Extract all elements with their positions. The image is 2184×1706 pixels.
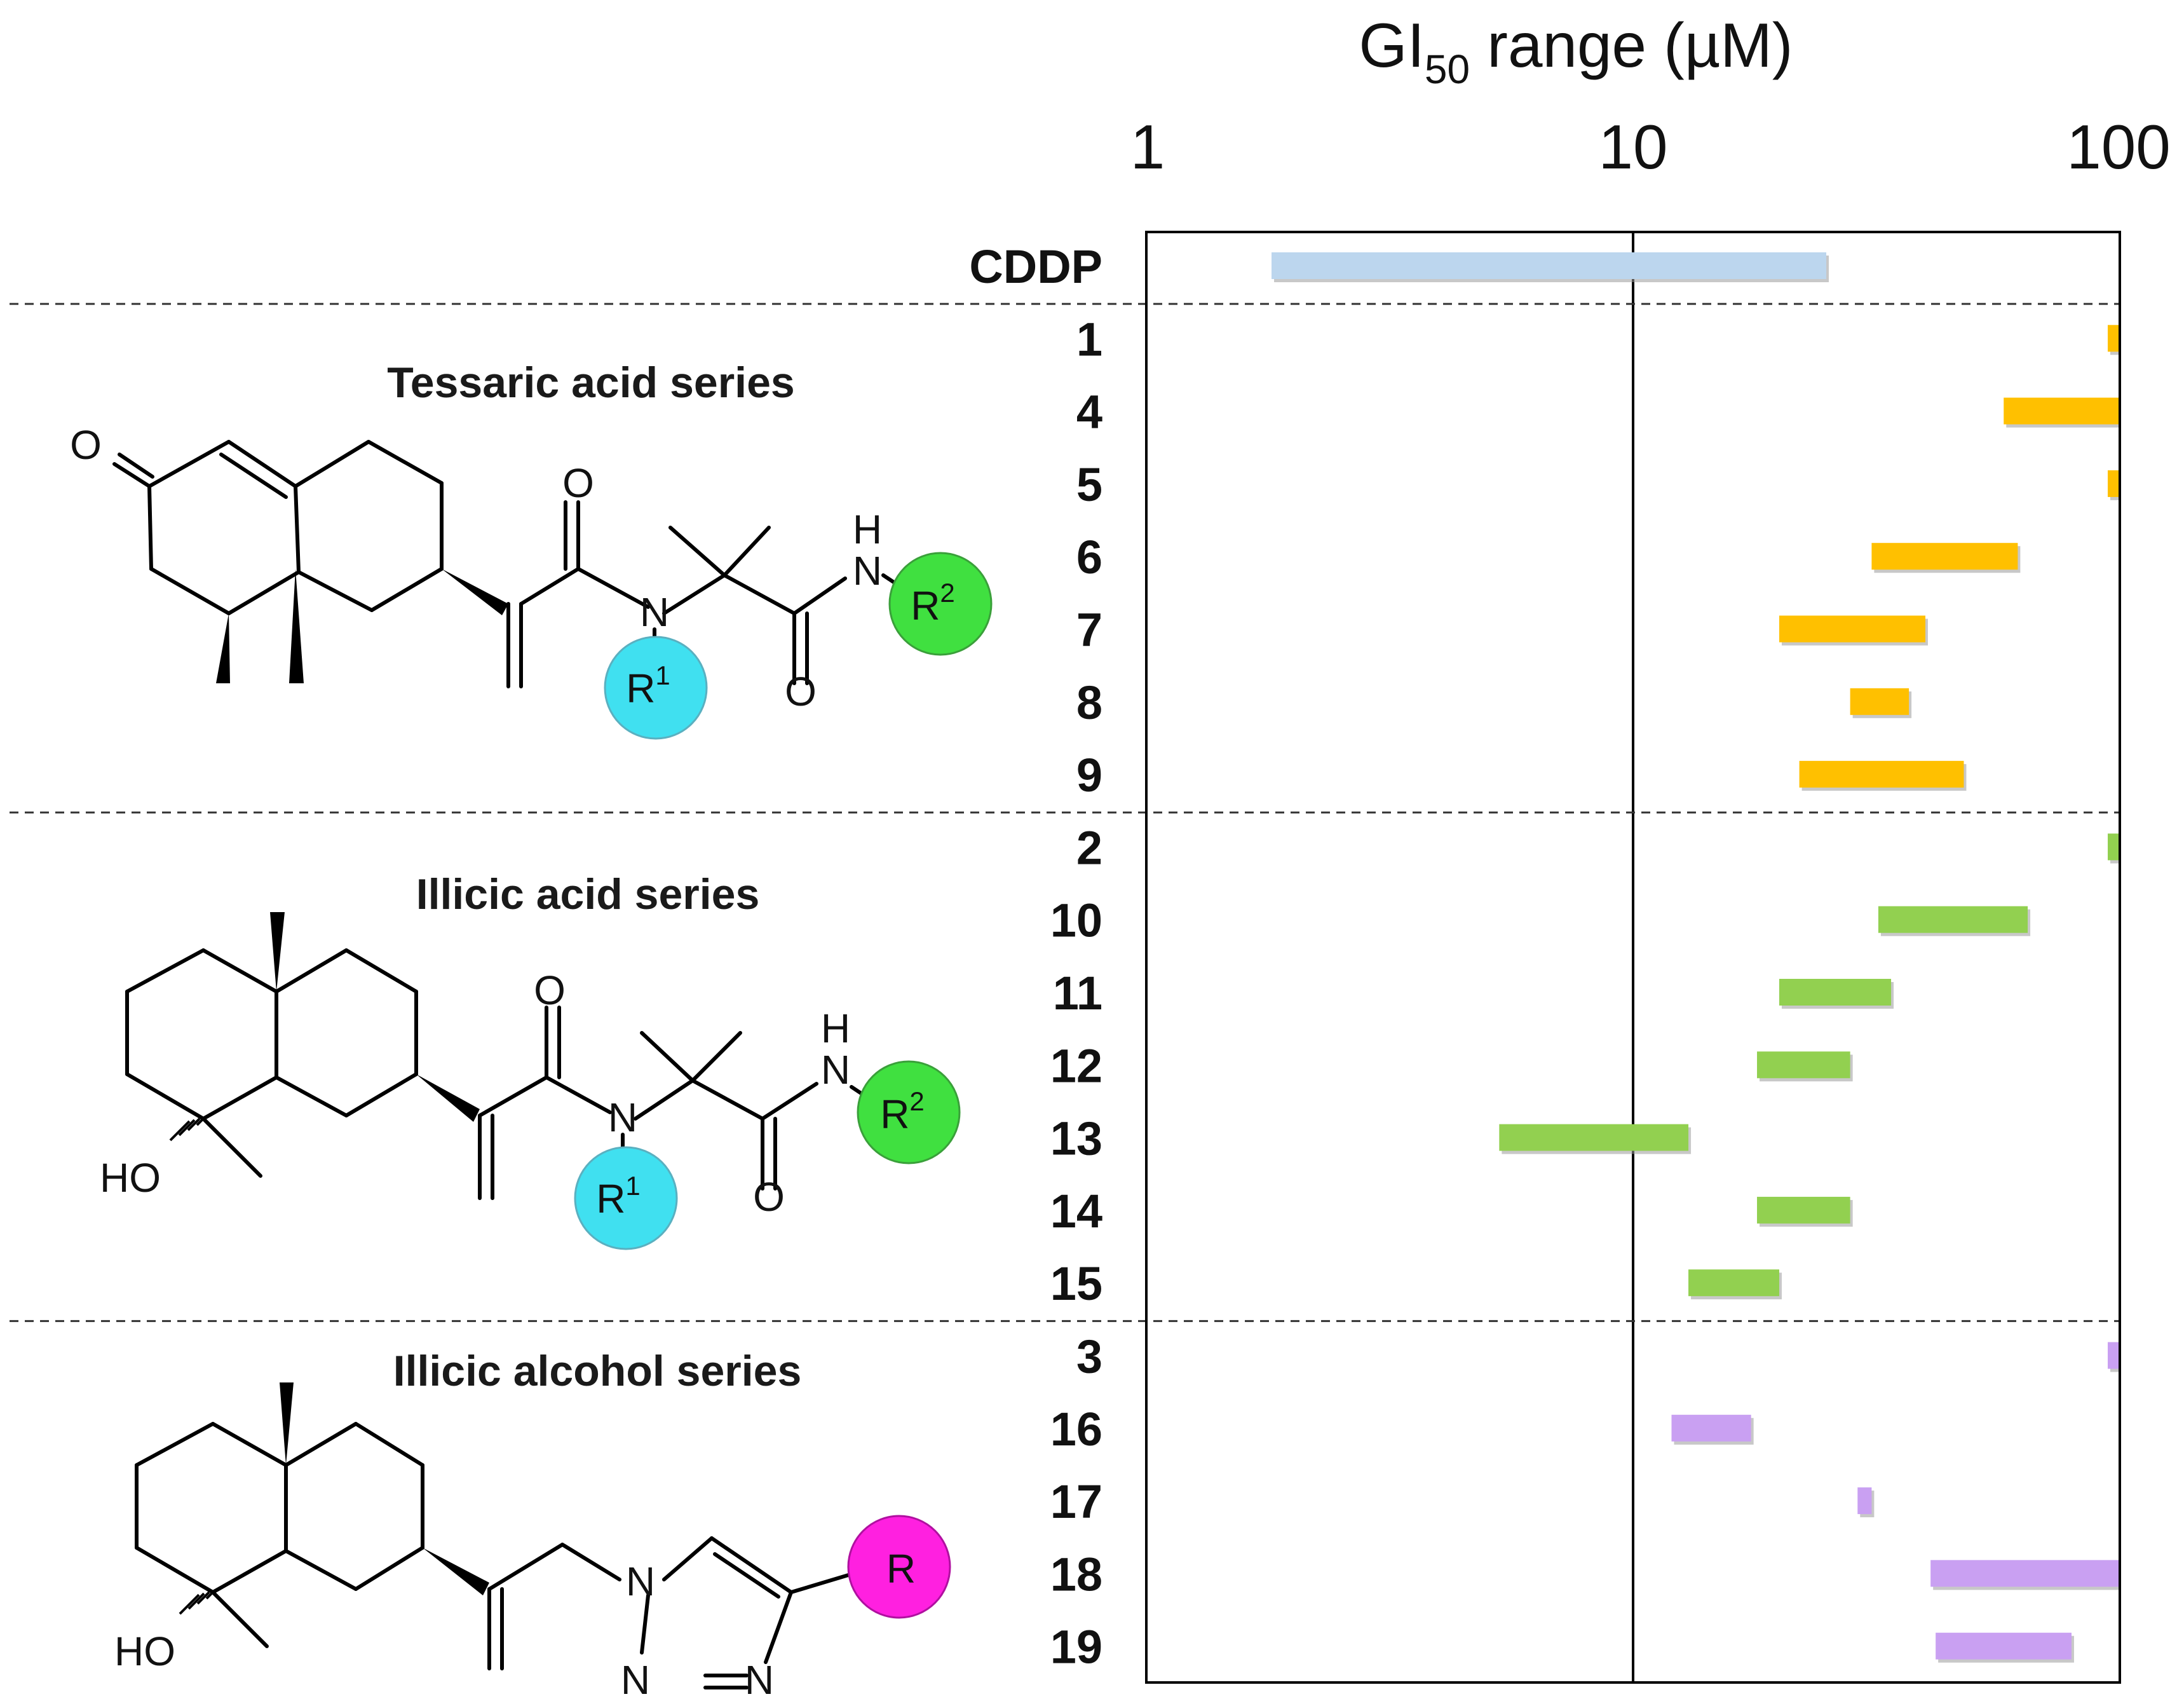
tessaric-methyl-wedge — [289, 569, 304, 683]
illicic-acid-wedge-bond — [416, 1074, 480, 1122]
row-label: 17 — [1050, 1475, 1102, 1528]
tessaric-methyl-wedge-2 — [216, 613, 230, 683]
range-bar-illicic_alcohol-19 — [1936, 1632, 2072, 1660]
row-label: 4 — [1076, 386, 1102, 439]
row-label: 6 — [1076, 531, 1102, 583]
range-bar-illicic_alcohol-3 — [2107, 1342, 2119, 1369]
illicic-alcohol-hashed-bond — [179, 1590, 215, 1615]
range-bar-illicic_alcohol-18 — [1930, 1560, 2119, 1587]
range-bar-tessaric-8 — [1850, 688, 1909, 715]
illicic-acid-hydroxyl: HO — [100, 1155, 161, 1201]
series-title-tessaric: Tessaric acid series — [387, 358, 794, 407]
range-bar-illicic_acid-12 — [1757, 1051, 1850, 1079]
range-bar-tessaric-4 — [2004, 397, 2119, 425]
range-bar-tessaric-1 — [2107, 325, 2119, 352]
x-axis-ticks: 1 10 100 — [1130, 112, 2171, 1682]
row-label: 12 — [1050, 1039, 1102, 1092]
range-bar-illicic_acid-15 — [1688, 1269, 1779, 1297]
row-label: 14 — [1050, 1185, 1102, 1238]
illicic-acid-r2-label: R2 — [880, 1086, 925, 1137]
illicic-acid-amide-o: O — [753, 1174, 785, 1220]
range-bar-tessaric-7 — [1779, 615, 1925, 643]
chart-title: GI50 range (µM) — [1359, 10, 1793, 92]
triazole-n1: N — [626, 1559, 655, 1604]
triazole-n3: N — [745, 1657, 774, 1703]
range-bar-illicic_acid-13 — [1499, 1124, 1689, 1151]
range-bar-illicic_acid-14 — [1757, 1196, 1850, 1224]
illicic-acid-n-label: N — [608, 1095, 637, 1140]
row-label: 19 — [1050, 1621, 1102, 1674]
row-label: 15 — [1050, 1257, 1102, 1310]
illicic-alcohol-methyl-wedge — [280, 1382, 294, 1465]
row-label: 8 — [1076, 676, 1102, 729]
range-bar-tessaric-5 — [2107, 470, 2119, 497]
tessaric-r1-circle — [604, 636, 708, 740]
illicic-alcohol-r-label: R — [886, 1546, 916, 1592]
x-tick-label: 10 — [1598, 112, 1667, 182]
illicic-acid-r1-circle — [574, 1146, 678, 1250]
range-bar-tessaric-9 — [1799, 761, 1964, 788]
row-label: 13 — [1050, 1112, 1102, 1165]
plot-frame — [1145, 231, 2121, 1684]
row-label: 10 — [1050, 894, 1102, 947]
tessaric-amide-o: O — [785, 669, 817, 714]
illicic-alcohol-wedge-bond — [423, 1548, 489, 1595]
illicic-acid-r2-circle — [857, 1060, 961, 1164]
triazole-n2: N — [621, 1657, 650, 1703]
tessaric-r2-label: R2 — [911, 578, 955, 629]
row-label: 9 — [1076, 749, 1102, 802]
tessaric-n-label: N — [640, 589, 669, 635]
chart-title-rest: range (µM) — [1470, 10, 1793, 80]
range-bar-illicic_acid-2 — [2107, 833, 2119, 861]
row-label: 16 — [1050, 1403, 1102, 1456]
x-tick-label: 100 — [2066, 112, 2171, 182]
series-title-illicic-alcohol: Illicic alcohol series — [393, 1347, 802, 1395]
tessaric-nh-h: H — [853, 507, 882, 552]
row-label: 5 — [1076, 458, 1102, 511]
illicic-acid-methyl-wedge — [270, 912, 285, 992]
range-bar-tessaric-6 — [1871, 543, 2018, 570]
illicic-acid-carbonyl-o: O — [534, 967, 566, 1013]
row-label: 2 — [1076, 821, 1102, 874]
illicic-acid-r1-label: R1 — [596, 1171, 641, 1222]
tessaric-r2-circle — [888, 552, 993, 656]
range-bar-illicic_acid-11 — [1779, 979, 1892, 1006]
tessaric-carbonyl-o: O — [562, 460, 594, 506]
row-label: 7 — [1076, 604, 1102, 657]
illicic-alcohol-hydroxyl: HO — [114, 1628, 175, 1674]
range-bar-illicic_alcohol-17 — [1857, 1487, 1872, 1515]
tessaric-wedge-bond — [442, 569, 508, 615]
range-bar-illicic_alcohol-16 — [1671, 1414, 1751, 1442]
series-title-illicic-acid: Illicic acid series — [416, 870, 760, 918]
illicic-acid-nh-h: H — [821, 1006, 850, 1051]
series-dividers — [10, 303, 2119, 1322]
chart-title-main: GI — [1359, 10, 1424, 80]
range-bar-illicic_acid-10 — [1878, 906, 2028, 933]
row-label: 11 — [1053, 967, 1102, 1020]
row-label: 18 — [1050, 1548, 1102, 1600]
tessaric-r1-label: R1 — [626, 660, 670, 711]
tessaric-oxo-label: O — [70, 422, 102, 468]
illicic-acid-nh-n: N — [821, 1047, 850, 1093]
range-bars — [1272, 252, 2121, 1663]
row-label: 3 — [1076, 1330, 1102, 1383]
range-bar-cddp-CDDP — [1272, 252, 1827, 279]
chart-title-subscript: 50 — [1425, 46, 1470, 92]
illicic-alcohol-structure — [135, 1422, 857, 1689]
x-tick-label: 1 — [1130, 112, 1165, 182]
tessaric-nh-n: N — [853, 548, 882, 594]
row-label: 1 — [1076, 313, 1102, 365]
illicic-acid-hashed-bond — [169, 1116, 206, 1142]
row-label: CDDP — [969, 240, 1102, 293]
tessaric-acid-structure — [112, 440, 904, 688]
illicic-alcohol-r-circle — [847, 1515, 951, 1619]
illicic-acid-structure — [125, 948, 872, 1200]
